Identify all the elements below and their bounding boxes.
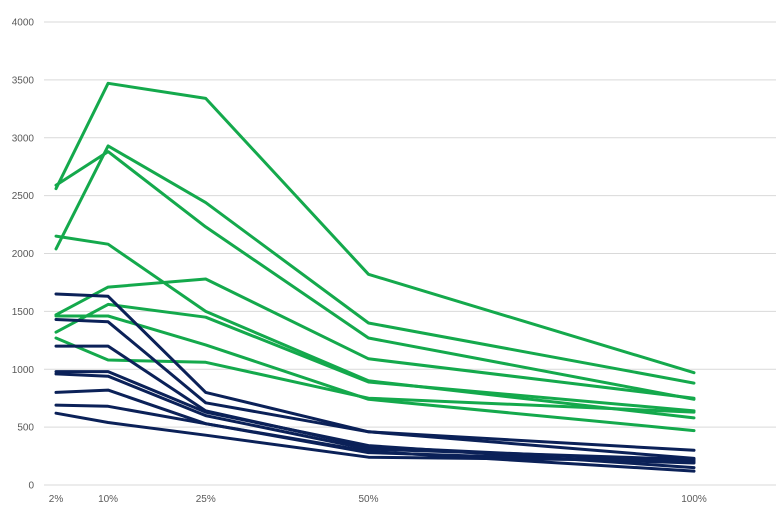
series-line-9 bbox=[54, 292, 696, 452]
y-tick-label: 3000 bbox=[12, 133, 35, 144]
y-tick-label: 1500 bbox=[12, 307, 35, 318]
series-line-6 bbox=[54, 302, 696, 413]
series-line-1 bbox=[54, 81, 696, 375]
series-lines bbox=[54, 81, 696, 473]
series-line-3 bbox=[54, 144, 696, 385]
y-tick-label: 1000 bbox=[12, 365, 35, 376]
y-axis-tick-labels: 0 500 1000 1500 2000 2500 3000 3500 4000 bbox=[12, 18, 35, 492]
y-tick-label: 2000 bbox=[12, 249, 35, 260]
y-tick-label: 0 bbox=[28, 481, 34, 492]
series-line-16 bbox=[54, 411, 696, 463]
series-line-7 bbox=[54, 314, 696, 433]
x-tick-label: 10% bbox=[98, 494, 118, 505]
y-tick-label: 2500 bbox=[12, 191, 35, 202]
x-tick-label: 50% bbox=[358, 494, 378, 505]
series-line-4 bbox=[54, 234, 696, 420]
series-line-8 bbox=[54, 336, 696, 414]
y-tick-label: 3500 bbox=[12, 75, 35, 86]
series-line-10 bbox=[54, 318, 696, 460]
x-tick-label: 100% bbox=[681, 494, 707, 505]
x-tick-label: 2% bbox=[49, 494, 64, 505]
y-tick-label: 4000 bbox=[12, 18, 35, 29]
series-line-2 bbox=[54, 150, 696, 401]
x-axis-tick-labels: 2% 10% 25% 50% 100% bbox=[49, 494, 707, 505]
x-tick-label: 25% bbox=[196, 494, 216, 505]
y-tick-label: 500 bbox=[17, 423, 34, 434]
series-line-13 bbox=[54, 372, 696, 461]
